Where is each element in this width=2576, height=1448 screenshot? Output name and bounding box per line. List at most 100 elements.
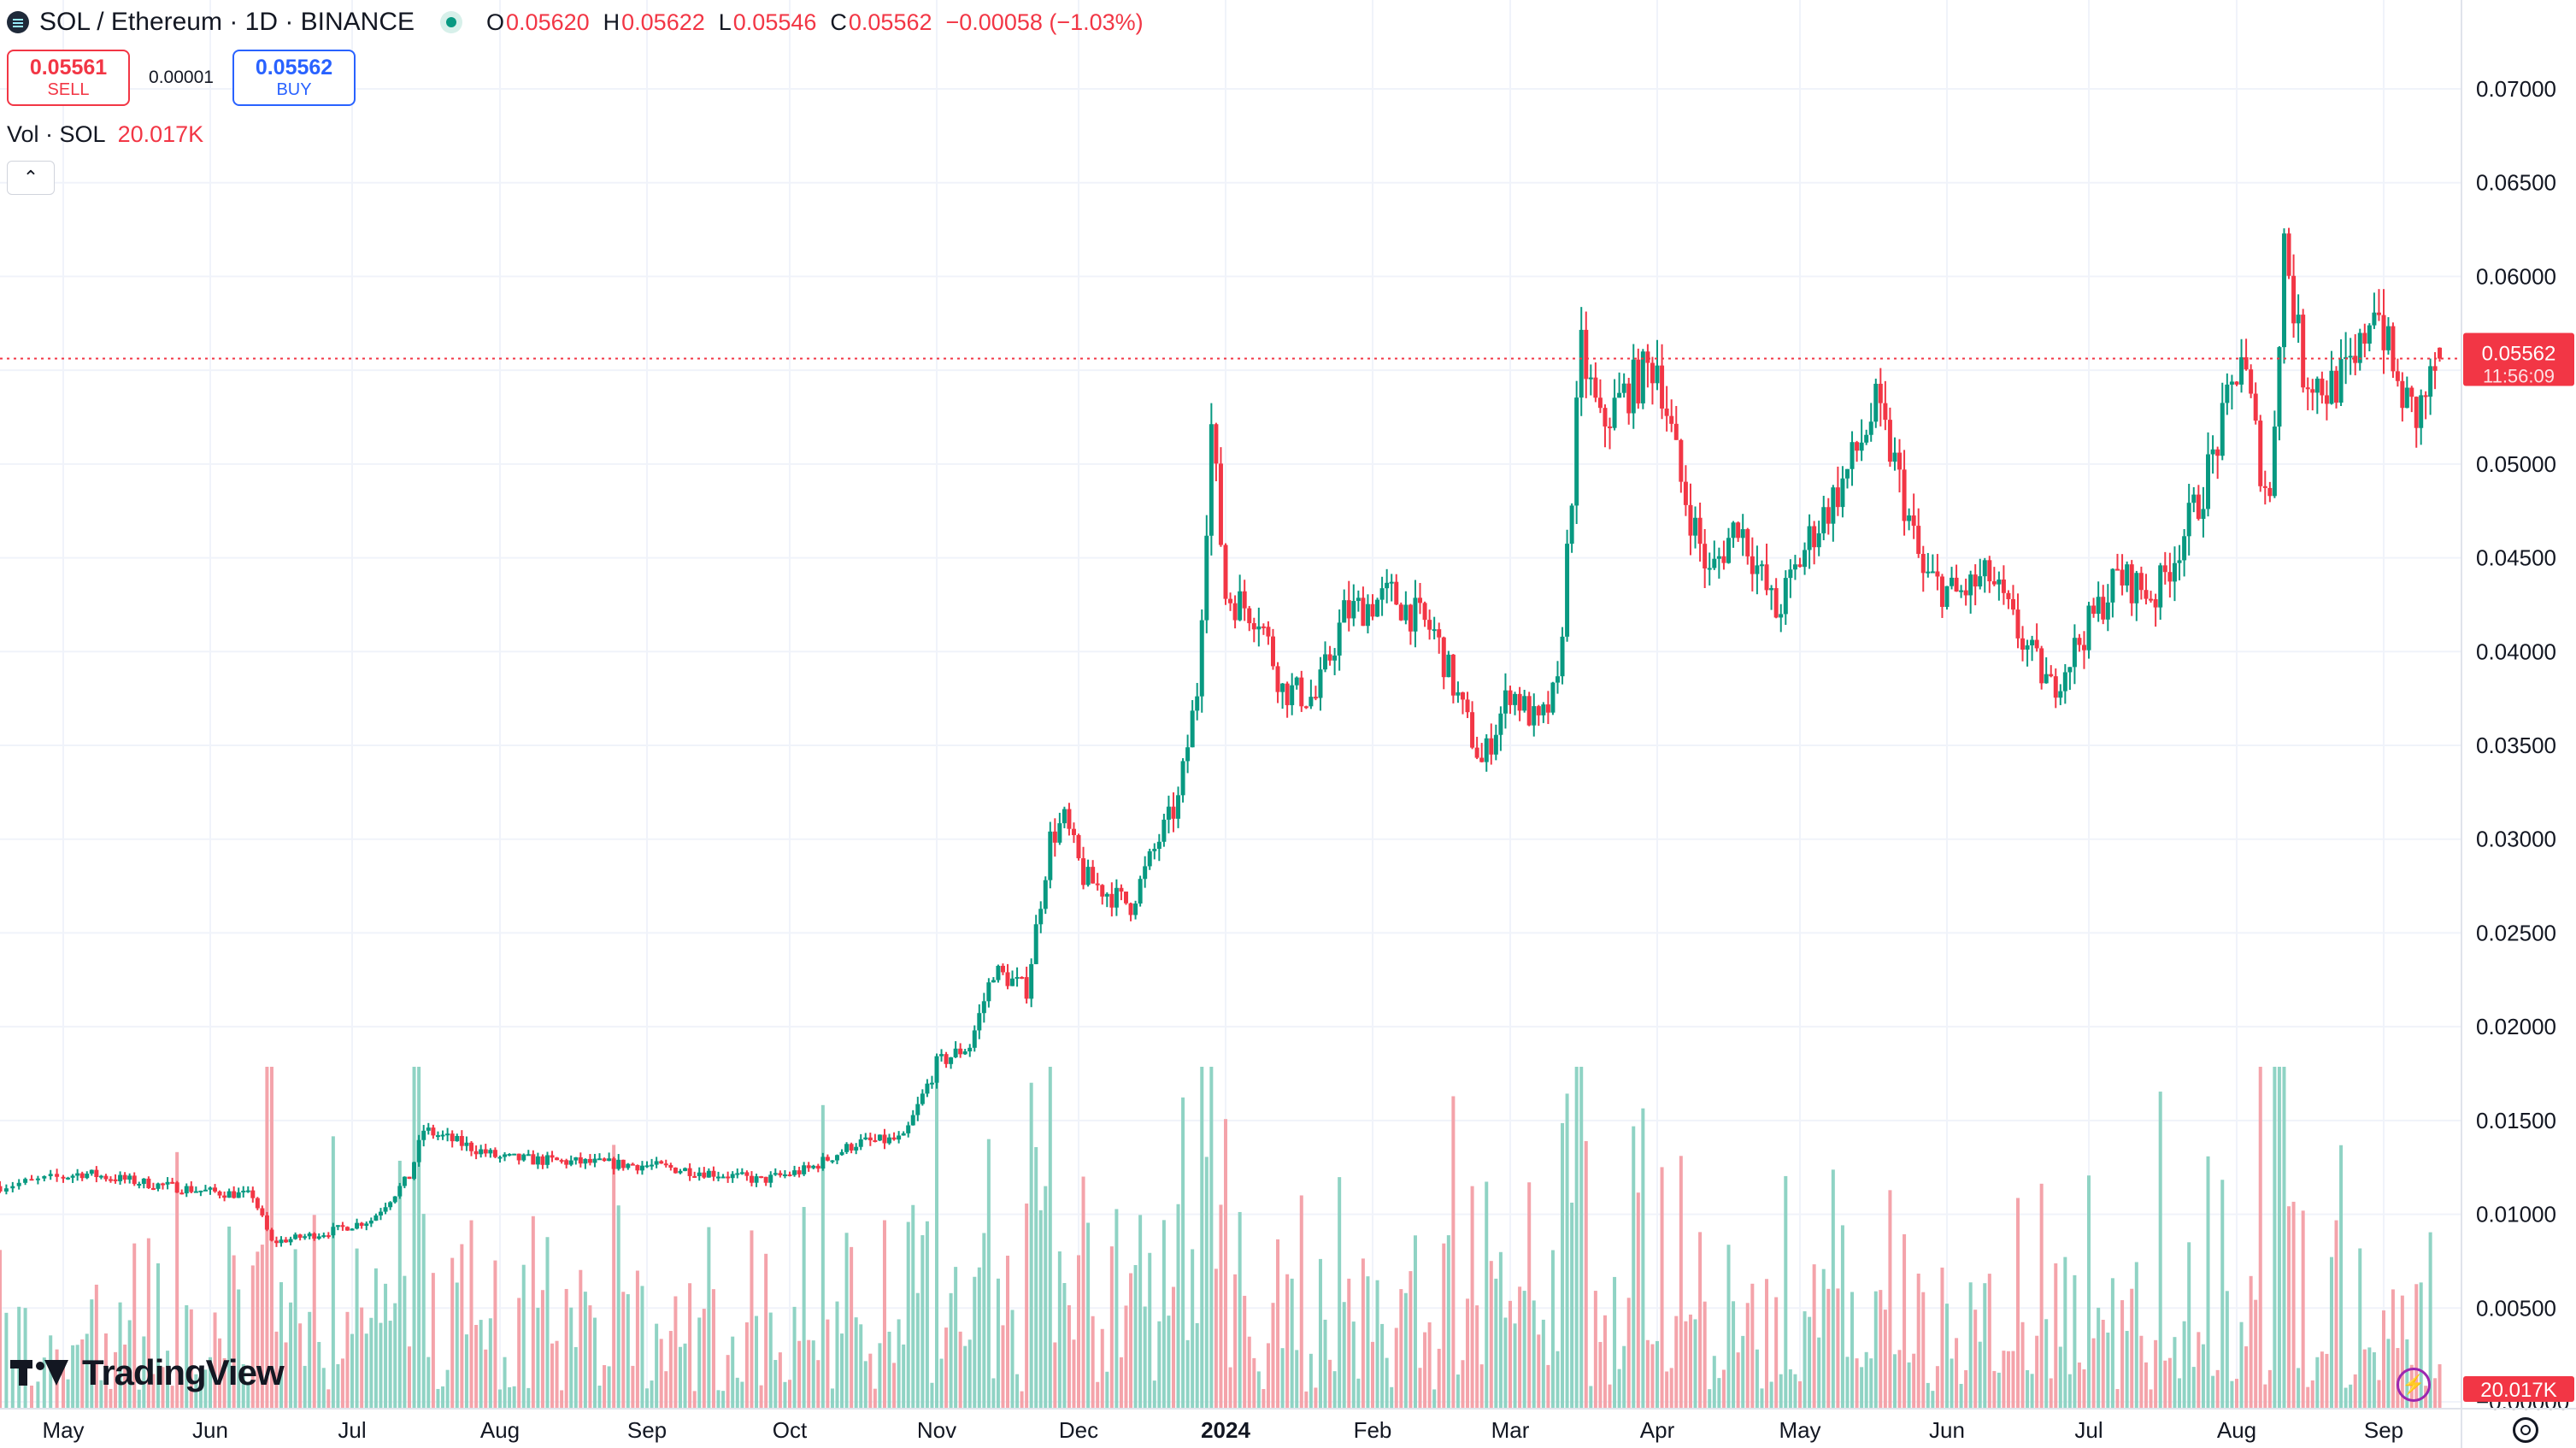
- volume-bar: [1997, 1372, 2001, 1409]
- volume-bar: [1845, 1357, 1850, 1409]
- candle-body: [122, 1174, 127, 1180]
- gear-icon[interactable]: [2513, 1417, 2538, 1443]
- volume-bar: [1836, 1288, 1840, 1409]
- candle-body: [1370, 603, 1375, 617]
- candle-body: [587, 1158, 592, 1163]
- candle-body: [1119, 887, 1124, 892]
- volume-bar: [256, 1251, 260, 1409]
- buy-button[interactable]: 0.05562 BUY: [232, 50, 356, 106]
- volume-bar: [1916, 1273, 1920, 1409]
- candle-body: [113, 1179, 118, 1181]
- volume-bar: [484, 1349, 488, 1409]
- market-open-dot-icon[interactable]: [440, 11, 463, 33]
- volume-bar: [1821, 1268, 1826, 1409]
- candle-body: [1403, 604, 1409, 621]
- volume-bar: [811, 1340, 815, 1409]
- volume-bar: [1693, 1319, 1697, 1409]
- volume-bar: [1204, 1157, 1209, 1409]
- volume-bar: [564, 1288, 568, 1409]
- candle-body: [1597, 397, 1603, 409]
- volume-bar: [692, 1391, 697, 1409]
- candle-body: [915, 1104, 920, 1115]
- candle-body: [368, 1220, 373, 1224]
- volume-bar: [1048, 1067, 1052, 1409]
- volume-bar: [1403, 1292, 1408, 1409]
- volume-bar: [114, 1351, 118, 1409]
- volume-bar: [1081, 1176, 1085, 1409]
- volume-bar: [1318, 1258, 1322, 1409]
- candle-body: [2234, 381, 2239, 385]
- lightning-icon[interactable]: ⚡: [2397, 1368, 2431, 1402]
- candle-body: [1707, 568, 1712, 570]
- solana-logo-icon: [7, 11, 29, 33]
- candle-body: [1489, 738, 1494, 755]
- candle-body: [910, 1115, 915, 1126]
- volume-bar: [308, 1311, 312, 1409]
- candle-body: [2006, 592, 2011, 599]
- volume-bar: [2297, 1368, 2301, 1409]
- candle-body: [1427, 620, 1432, 630]
- volume-bar: [1959, 1384, 1963, 1409]
- candle-body: [1057, 823, 1062, 843]
- candle-body: [2362, 333, 2367, 344]
- volume-bar: [2320, 1351, 2324, 1409]
- volume-bar: [1987, 1274, 1991, 1409]
- volume-bar: [1124, 1305, 1128, 1409]
- volume-bar: [99, 1380, 103, 1409]
- collapse-legend-button[interactable]: ⌃: [7, 161, 55, 195]
- volume-bar: [1299, 1195, 1303, 1409]
- candle-body: [1736, 522, 1741, 539]
- candle-body: [264, 1215, 269, 1230]
- candle-body: [2249, 369, 2254, 394]
- volume-bar: [531, 1215, 535, 1409]
- volume-bar: [1167, 1316, 1171, 1409]
- candle-body: [1010, 978, 1015, 986]
- candle-body: [1731, 522, 1736, 539]
- volume-bar: [498, 1389, 502, 1409]
- candle-body: [373, 1215, 379, 1221]
- volume-bar: [555, 1340, 559, 1409]
- candle-body: [1294, 677, 1299, 686]
- volume-bar: [2249, 1275, 2253, 1409]
- volume-bar: [2315, 1357, 2320, 1409]
- candle-body: [507, 1153, 512, 1156]
- volume-bar: [2106, 1332, 2110, 1409]
- candle-body: [1807, 526, 1812, 550]
- candle-body: [806, 1165, 811, 1168]
- candle-body: [2177, 560, 2182, 563]
- volume-bar: [840, 1333, 844, 1409]
- candle-body: [797, 1170, 802, 1174]
- sell-button[interactable]: 0.05561 SELL: [7, 50, 130, 106]
- tradingview-logo[interactable]: TradingView: [10, 1352, 285, 1393]
- candle-body: [2438, 347, 2443, 359]
- volume-bar: [2377, 1380, 2381, 1409]
- candle-body: [754, 1176, 759, 1183]
- volume-bar: [1940, 1267, 1944, 1409]
- volume-bar: [2339, 1145, 2344, 1409]
- volume-bar: [75, 1345, 79, 1409]
- volume-bar: [1323, 1319, 1327, 1409]
- volume-bar: [1176, 1204, 1180, 1409]
- volume-bar: [1831, 1169, 1835, 1409]
- volume-bar: [2277, 1067, 2281, 1409]
- symbol-title[interactable]: SOL / Ethereum · 1D · BINANCE: [39, 8, 415, 36]
- candle-body: [1769, 588, 1774, 591]
- volume-bar: [1698, 1232, 1703, 1409]
- candle-body: [165, 1181, 170, 1185]
- candle-body: [2034, 639, 2039, 649]
- candle-body: [1745, 529, 1750, 556]
- volume-bar: [697, 1317, 702, 1409]
- candle-body: [1095, 883, 1100, 886]
- candle-body: [2210, 449, 2215, 455]
- time-axis-label: May: [42, 1417, 84, 1443]
- candle-body: [288, 1239, 293, 1243]
- candle-body: [830, 1160, 835, 1163]
- candle-body: [702, 1172, 707, 1178]
- candle-body: [953, 1048, 958, 1057]
- candle-body: [1441, 637, 1446, 678]
- candle-body: [326, 1235, 331, 1238]
- volume-bar: [1224, 1119, 1227, 1409]
- candle-body: [1238, 591, 1243, 621]
- volume-bar: [1721, 1369, 1726, 1409]
